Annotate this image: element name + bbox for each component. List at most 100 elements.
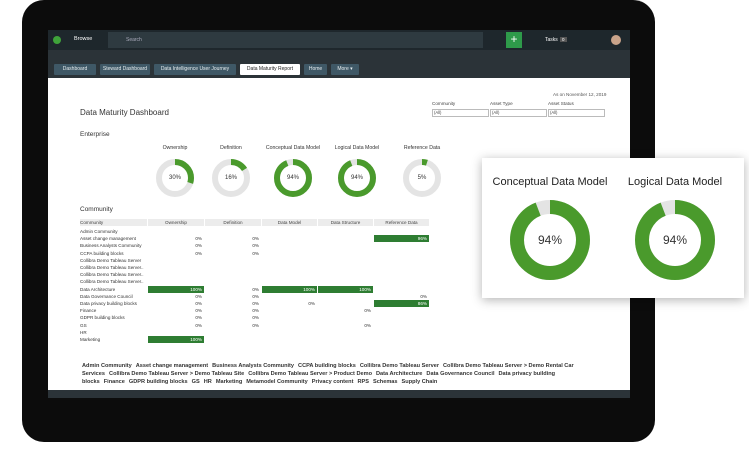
donut-arc [156, 159, 194, 197]
donut-arc [212, 159, 250, 197]
column-header: Community [80, 219, 147, 226]
donut-arc [403, 159, 441, 197]
logo [53, 36, 61, 44]
tab[interactable]: More ▾ [331, 64, 359, 75]
cloud-word[interactable]: Supply Chain [401, 379, 438, 385]
donut-label: 16% [225, 175, 238, 181]
cloud-word[interactable]: Admin Community [82, 363, 132, 369]
donut-label: 94% [663, 233, 687, 247]
metric-name: Conceptual Data Model [492, 176, 608, 188]
filter-dropdown[interactable]: (All) [432, 109, 489, 117]
cloud-word[interactable]: HR [203, 379, 212, 385]
row-label: Data Governance Council [80, 293, 133, 299]
cloud-word[interactable]: GDPR building blocks [128, 379, 188, 385]
cloud-word[interactable]: Collibra Demo Tableau Server > Demo Tabl… [109, 371, 245, 377]
donut-arc [274, 159, 312, 197]
metric-name: Logical Data Model [627, 176, 723, 188]
cloud-word[interactable]: Asset change management [135, 363, 209, 369]
donut-label: 94% [538, 233, 562, 247]
avatar[interactable] [611, 35, 621, 45]
cloud-word[interactable]: Finance [103, 379, 125, 385]
row-label: Marketing [80, 337, 101, 342]
metric-name: Logical Data Model [334, 145, 380, 151]
table-cell: 0% [308, 301, 315, 306]
cloud-word[interactable]: Business Analysts Community [212, 363, 295, 369]
search-box[interactable] [108, 32, 483, 48]
cloud-word[interactable]: Data privacy building blocks [82, 371, 556, 385]
table-cell: 0% [252, 236, 259, 242]
tab[interactable]: Steward Dashboard [100, 64, 150, 75]
cloud-word[interactable]: Marketing [215, 379, 243, 385]
cloud-word[interactable]: Data Governance Council [426, 371, 495, 377]
cloud-word[interactable]: CCPA building blocks [298, 363, 356, 369]
row-label: CCPA building blocks [80, 250, 124, 256]
cloud-word[interactable]: Collibra Demo Tableau Server > Demo Rent… [82, 363, 574, 377]
cloud-word[interactable]: RPS [357, 379, 369, 385]
donut: 94% [274, 159, 312, 197]
row-label: Business Analysts Community [80, 243, 142, 249]
donut: 94% [510, 200, 590, 280]
filter-dropdown[interactable]: (All) [490, 109, 547, 117]
metric-name: Ownership [162, 145, 188, 151]
column-header: Reference Data [374, 219, 429, 226]
row-label: Collibra Demo Tableau Server.. [80, 272, 144, 278]
table-cell: 0% [252, 308, 259, 314]
cloud-word[interactable]: Collibra Demo Tableau Server > Product D… [248, 371, 372, 377]
filter-label: Asset Status [548, 101, 574, 106]
section-heading: Community [80, 206, 113, 213]
cloud-word[interactable]: Privacy content [311, 379, 354, 385]
filter-label: Community [432, 101, 456, 106]
tab[interactable]: Data Intelligence User Journey [154, 64, 236, 75]
tasks-button[interactable]: Tasks [545, 37, 558, 43]
browse-button[interactable]: Browse [74, 36, 93, 42]
table-cell: 0% [364, 308, 371, 314]
table-cell: 0% [252, 315, 259, 321]
column-header: Definition [205, 219, 261, 226]
tab[interactable]: Dashboard [54, 64, 96, 75]
donut-label: 30% [169, 175, 182, 181]
add-button[interactable]: + [506, 32, 522, 48]
row-label: GDPR building blocks [80, 315, 125, 321]
table-cell: 0% [252, 243, 259, 249]
table-cell: 0% [195, 315, 202, 321]
cloud-word[interactable]: Data Architecture [376, 371, 423, 377]
row-label: Finance [80, 308, 97, 314]
table-cell: 100% [148, 336, 204, 343]
section-heading: Enterprise [80, 131, 110, 138]
column-header: Data Structure [318, 219, 373, 226]
column-header: Ownership [148, 219, 204, 226]
donut: 30% [156, 159, 194, 197]
donut-label: 5% [418, 175, 427, 181]
row-label: GS [80, 322, 87, 328]
donut: 5% [403, 159, 441, 197]
cloud-word[interactable]: GS [191, 379, 200, 385]
cloud-word[interactable]: Collibra Demo Tableau Server [359, 363, 440, 369]
tab[interactable]: Home [304, 64, 327, 75]
donut: 94% [338, 159, 376, 197]
row-label: HR [80, 329, 87, 335]
table-cell: 0% [195, 301, 202, 306]
filter-dropdown[interactable]: (All) [548, 109, 605, 117]
donut-arc [635, 200, 715, 280]
zoom-card: Conceptual Data Model 94% Logical Data Mod… [482, 158, 744, 298]
top-bar: Browse Search + Tasks 0 [48, 30, 630, 50]
table-cell: 0% [252, 286, 259, 292]
as-of-date: As on November 12, 2019 [553, 92, 607, 97]
row-label: Asset change management [80, 236, 136, 242]
tab[interactable]: Data Maturity Report [240, 64, 300, 75]
column-header: Data Model [262, 219, 317, 226]
donut: 94% [635, 200, 715, 280]
dashboard-title: Data Maturity Dashboard [80, 108, 169, 117]
table-cell: 0% [364, 322, 371, 328]
metric-name: Conceptual Data Model [265, 145, 321, 151]
table-cell: 0% [195, 250, 202, 256]
metric-name: Reference Data [403, 145, 441, 151]
table-cell: 100% [318, 285, 373, 293]
table-cell: 100% [262, 285, 317, 293]
donut: 16% [212, 159, 250, 197]
cloud-word[interactable]: Metamodel Community [246, 379, 308, 385]
table-cell: 0% [252, 301, 259, 306]
table-cell: 100% [148, 285, 204, 293]
cloud-word[interactable]: Schemas [372, 379, 398, 385]
